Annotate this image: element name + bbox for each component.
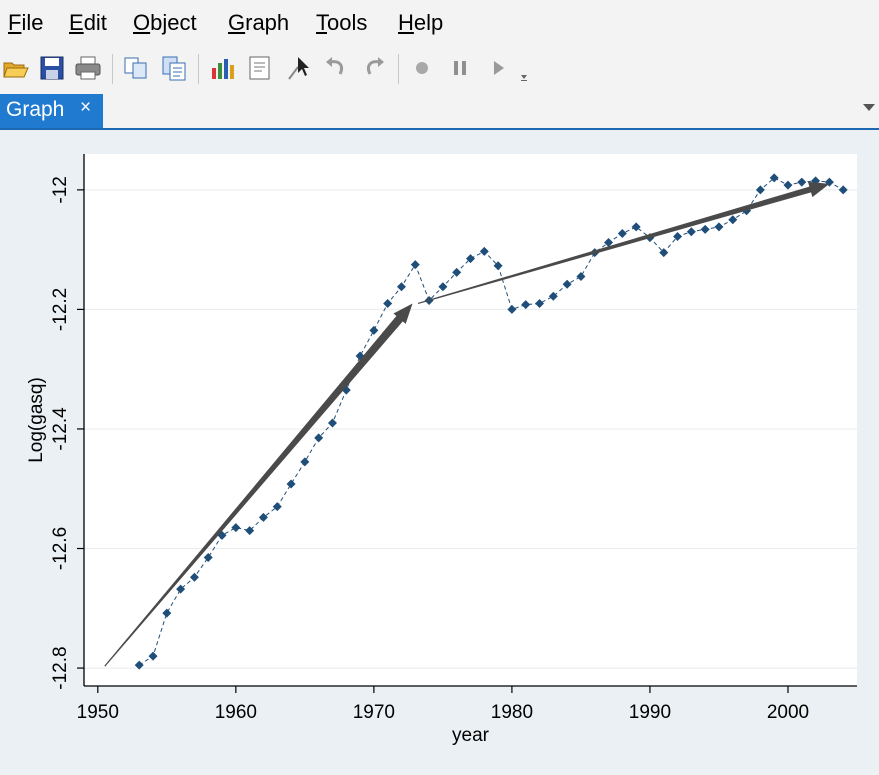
open-icon[interactable] xyxy=(2,54,30,82)
series-line xyxy=(138,177,844,666)
data-point xyxy=(203,552,213,562)
menu-file[interactable]: File xyxy=(8,10,44,35)
data-point xyxy=(466,254,475,264)
data-point xyxy=(438,282,448,292)
y-tick-label: -12.4 xyxy=(50,407,71,451)
menu-bar: File Edit Object Graph Tools Help xyxy=(0,0,879,46)
x-tick-label: 1960 xyxy=(215,702,257,723)
x-tick-label: 2000 xyxy=(767,702,809,723)
menu-graph[interactable]: Graph xyxy=(228,10,290,35)
series xyxy=(134,173,848,670)
copy-paste-icon[interactable] xyxy=(160,54,188,82)
data-point xyxy=(824,177,834,187)
tab-bar: Graph × xyxy=(0,92,879,130)
data-point xyxy=(314,433,324,443)
undo-icon[interactable] xyxy=(322,54,350,82)
data-point xyxy=(604,237,614,247)
data-point xyxy=(562,279,572,289)
trend-arrow xyxy=(104,303,413,667)
menu-tools[interactable]: Tools xyxy=(316,10,368,35)
x-tick-label: 1990 xyxy=(629,702,671,723)
y-tick-label: -12.2 xyxy=(50,288,71,331)
play-icon[interactable] xyxy=(484,54,512,82)
y-tick-label: -12.8 xyxy=(50,646,71,689)
menu-edit[interactable]: Edit xyxy=(69,10,107,35)
data-point xyxy=(769,173,779,183)
data-point xyxy=(231,523,241,533)
menu-object[interactable]: Object xyxy=(133,10,197,35)
data-point xyxy=(521,300,531,310)
data-point xyxy=(300,457,310,467)
data-point xyxy=(410,260,420,270)
data-point xyxy=(355,351,365,361)
data-point xyxy=(258,512,268,522)
properties-icon[interactable] xyxy=(246,54,274,82)
data-point xyxy=(452,267,462,277)
data-point xyxy=(479,246,489,256)
tab-label: Graph xyxy=(6,98,65,121)
data-point xyxy=(755,185,765,195)
data-point xyxy=(714,222,724,232)
data-point xyxy=(148,651,158,661)
data-point xyxy=(797,177,807,187)
data-point xyxy=(617,229,627,239)
data-point xyxy=(507,304,517,314)
data-point xyxy=(189,572,199,582)
data-point xyxy=(383,298,393,308)
print-icon[interactable] xyxy=(74,54,102,82)
arrows xyxy=(104,181,830,667)
pause-icon[interactable] xyxy=(446,54,474,82)
toolbar xyxy=(0,46,879,92)
data-point xyxy=(176,584,186,594)
toolbar-overflow-icon[interactable] xyxy=(518,70,530,82)
data-point xyxy=(162,608,172,618)
x-tick-label: 1970 xyxy=(353,702,395,723)
pointer-icon[interactable] xyxy=(284,54,312,82)
data-point xyxy=(686,227,696,237)
data-point xyxy=(700,224,710,234)
toolbar-separator xyxy=(112,54,113,84)
copy-icon[interactable] xyxy=(122,54,150,82)
graph-window: -12 -12.2 -12.4 -12.6 -12.8 1950 1960 1970 1980 1… xyxy=(0,130,879,770)
chart: -12 -12.2 -12.4 -12.6 -12.8 1950 1960 1970 1980 1… xyxy=(26,154,857,746)
data-point xyxy=(272,502,282,512)
gridlines xyxy=(84,189,857,669)
plot-region xyxy=(84,154,857,686)
toolbar-separator xyxy=(198,54,199,84)
data-point xyxy=(286,479,296,489)
data-point xyxy=(548,291,558,301)
data-point xyxy=(535,298,545,308)
x-tick-label: 1950 xyxy=(77,702,119,723)
data-point xyxy=(493,261,503,271)
data-point xyxy=(576,272,586,282)
graph-editor-icon[interactable] xyxy=(208,54,236,82)
x-tick-label: 1980 xyxy=(491,702,533,723)
close-icon[interactable]: × xyxy=(80,97,92,118)
data-point xyxy=(245,526,255,536)
data-point xyxy=(659,248,669,258)
trend-arrow xyxy=(417,181,830,305)
y-tick-label: -12 xyxy=(50,176,71,203)
tab-graph[interactable]: Graph × xyxy=(0,94,103,128)
toolbar-separator xyxy=(398,54,399,84)
record-icon[interactable] xyxy=(408,54,436,82)
y-tick-label: -12.6 xyxy=(50,527,71,570)
menu-help[interactable]: Help xyxy=(398,10,444,35)
data-point xyxy=(673,231,683,241)
data-point xyxy=(838,185,848,195)
data-point xyxy=(783,180,793,190)
data-point xyxy=(811,176,821,186)
data-point xyxy=(396,282,406,292)
data-point xyxy=(728,215,738,225)
save-icon[interactable] xyxy=(38,54,66,82)
data-point xyxy=(327,418,337,428)
data-point xyxy=(134,660,144,670)
chevron-down-icon[interactable] xyxy=(863,104,875,111)
axes: -12 -12.2 -12.4 -12.6 -12.8 1950 1960 1970 1980 1… xyxy=(50,154,857,723)
data-point xyxy=(369,325,379,335)
redo-icon[interactable] xyxy=(360,54,388,82)
x-axis-label: year xyxy=(452,725,490,746)
y-axis-label: Log(gasq) xyxy=(26,377,47,463)
data-point xyxy=(631,222,641,232)
